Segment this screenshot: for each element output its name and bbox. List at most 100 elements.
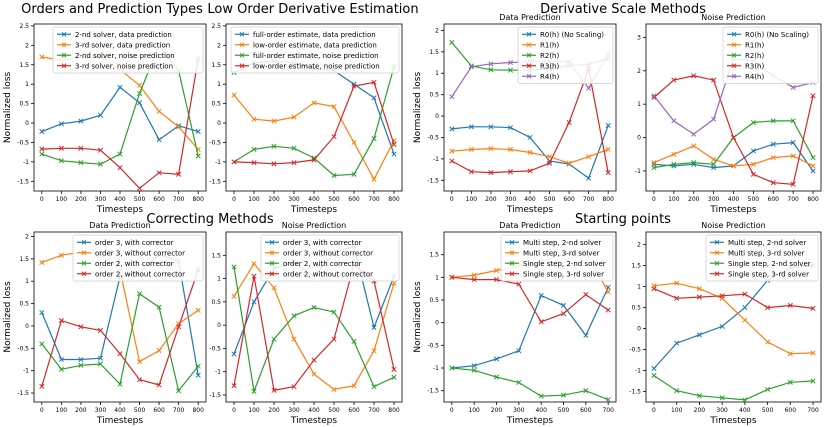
legend-box — [230, 26, 400, 74]
series-line-2 — [233, 94, 395, 181]
series-line-2 — [653, 282, 814, 355]
chart-orders: 0 100 200 300 400 500 600 700 800 -1.5 -1 -0.5 0 0.5 1… — [3, 23, 207, 215]
legend-entry: R3(h) — [540, 62, 559, 70]
series-point-2 — [696, 286, 702, 292]
series-point-3 — [538, 393, 544, 399]
x-tick-label: 600 — [153, 196, 165, 203]
x-tick-label: 600 — [348, 407, 360, 414]
y-tick-label: 0.5 — [429, 92, 439, 99]
legend-entry: R0(h) (No Scaling) — [745, 31, 809, 39]
x-tick-label: 200 — [75, 407, 87, 414]
series-point-3 — [507, 67, 514, 73]
series-point-4 — [765, 305, 771, 311]
x-tick-label: 700 — [787, 196, 799, 203]
series-point-2 — [351, 139, 357, 146]
series-point-3 — [271, 143, 277, 149]
series-point-3 — [488, 67, 494, 73]
title-starting: Starting points — [575, 212, 671, 227]
x-tick-label: 100 — [466, 196, 478, 203]
series-point-1 — [538, 292, 544, 299]
series-point-4 — [271, 387, 277, 393]
series-point-2 — [156, 347, 162, 354]
y-tick-label: -1 — [433, 365, 439, 372]
series-point-2 — [471, 272, 477, 278]
legend-marker — [731, 73, 737, 79]
y-tick-label: 0.5 — [211, 101, 221, 108]
series-point-1 — [97, 112, 104, 118]
series-point-2 — [311, 100, 317, 106]
y-tick-label: 0.5 — [19, 301, 29, 308]
series-point-1 — [136, 100, 143, 106]
legend-box — [52, 26, 204, 74]
x-tick-label: 800 — [192, 407, 204, 414]
legend-box — [722, 26, 819, 84]
series-point-1 — [560, 302, 567, 308]
series-point-3 — [810, 378, 816, 384]
series-point-2 — [176, 124, 182, 130]
series-point-5 — [507, 59, 514, 66]
legend-marker — [526, 73, 532, 79]
series-point-2 — [291, 114, 297, 120]
series-point-2 — [195, 307, 201, 313]
x-tick-label: 0 — [40, 196, 44, 203]
series-point-2 — [136, 82, 143, 88]
series-line-4 — [451, 66, 609, 174]
series-point-1 — [231, 351, 237, 357]
series-point-2 — [156, 108, 162, 114]
x-axis-label: Timesteps — [290, 416, 337, 426]
series-line-3 — [653, 120, 814, 169]
y-tick-label: -0.5 — [17, 345, 29, 352]
series-line-2 — [451, 147, 609, 164]
series-point-4 — [391, 141, 397, 147]
x-tick-label: 0 — [40, 407, 44, 414]
series-point-4 — [58, 145, 64, 151]
x-tick-label: 200 — [688, 196, 700, 203]
legend-box — [72, 234, 204, 282]
series-line-3 — [233, 266, 395, 394]
series-point-2 — [750, 161, 756, 167]
series-point-2 — [271, 118, 277, 124]
series-point-4 — [810, 93, 816, 99]
y-tick-label: 0 — [435, 320, 439, 327]
legend-marker — [714, 239, 720, 245]
x-tick-label: 200 — [485, 196, 497, 203]
legend-entry: R2(h) — [540, 52, 559, 60]
series-point-2 — [527, 149, 533, 156]
y-tick-label: -1.5 — [427, 388, 439, 395]
series-point-4 — [231, 383, 237, 389]
series-point-4 — [251, 160, 257, 166]
legend-marker — [61, 63, 67, 69]
y-tick-label: 1.5 — [211, 62, 221, 69]
x-tick-label: 800 — [807, 196, 819, 203]
legend-entry: order 3, without corrector — [283, 249, 373, 257]
series-point-3 — [136, 291, 143, 297]
title-lowest: Low Order Derivative Estimation — [207, 2, 419, 17]
series-point-2 — [311, 371, 317, 377]
series-point-4 — [493, 277, 500, 283]
series-point-3 — [391, 374, 397, 380]
series-point-2 — [651, 160, 657, 166]
series-line-3 — [451, 367, 609, 401]
series-point-4 — [78, 145, 84, 151]
series-point-4 — [583, 292, 589, 298]
legend-entry: Single step, 3-rd solver — [728, 270, 809, 278]
legend-marker — [731, 31, 737, 37]
series-point-1 — [719, 323, 725, 329]
series-point-3 — [291, 313, 297, 319]
y-tick-label: 1 — [217, 81, 221, 88]
legend-entry: Multi step, 2-nd solver — [523, 239, 601, 247]
series-point-3 — [770, 118, 776, 124]
legend-marker — [61, 42, 67, 48]
y-tick-label: 0.5 — [19, 101, 29, 108]
legend-entry: order 2, with corrector — [283, 260, 362, 268]
series-line-3 — [41, 292, 199, 393]
legend-marker — [239, 63, 245, 69]
series-point-4 — [156, 382, 162, 388]
series-line-4 — [451, 276, 609, 323]
series-point-2 — [231, 92, 237, 98]
y-tick-label: 1 — [217, 276, 221, 283]
series-point-3 — [78, 160, 84, 166]
series-point-3 — [810, 155, 816, 161]
title-correcting: Correcting Methods — [146, 212, 274, 227]
series-point-3 — [371, 384, 377, 390]
